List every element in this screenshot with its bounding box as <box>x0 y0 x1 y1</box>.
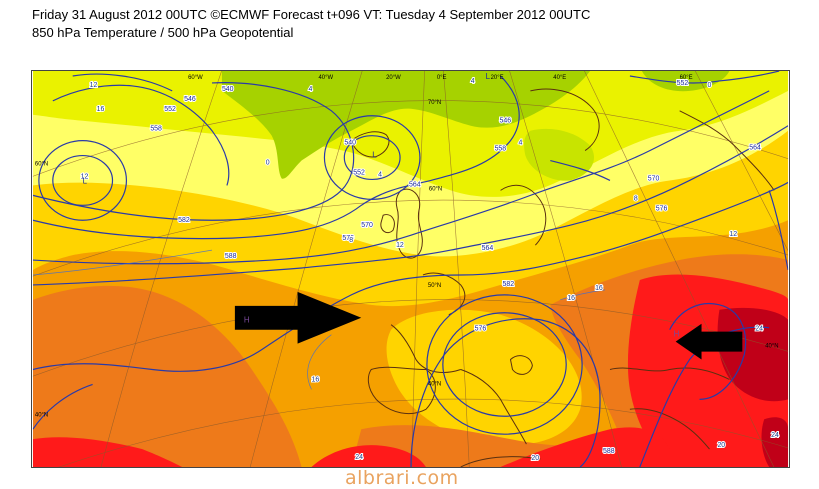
geopotential-label-20: 552 <box>353 169 365 176</box>
temperature-label-8: 4 <box>378 171 382 178</box>
geopotential-label-18: 558 <box>150 126 162 133</box>
longitude-label-3: 0°E <box>437 75 447 81</box>
pressure-marker-4: H <box>674 330 680 339</box>
temperature-label-6: 8 <box>634 195 638 202</box>
geopotential-label-2: 576 <box>342 235 354 242</box>
weather-map[interactable]: 60°W40°W20°W0°E20°E40°E60°E20°W0°E20°E 6… <box>31 70 790 468</box>
latitude-label-6: 50°N <box>428 283 441 289</box>
pressure-marker-0: L <box>83 176 88 185</box>
geopotential-label-4: 564 <box>409 181 421 188</box>
geopotential-label-0: 582 <box>178 217 190 224</box>
temperature-field-dark-red <box>717 307 789 402</box>
temperature-label-1: 12 <box>396 242 404 249</box>
temperature-label-7: 8 <box>349 237 353 244</box>
arrow-right-icon <box>234 291 362 344</box>
temperature-label-9: 4 <box>518 140 522 147</box>
pressure-marker-1: L <box>372 151 377 160</box>
temperature-field-dark-orange-west <box>32 285 302 467</box>
temperature-labels: 12 12 16 16 16 12 8 8 4 4 0 0 4 4 20 24 24 20 24 12 16 <box>80 77 780 463</box>
geopotential-label-17: 552 <box>164 106 176 113</box>
temperature-label-11: 0 <box>708 82 712 89</box>
geopotential-label-10: 576 <box>656 205 668 212</box>
longitude-labels: 60°W40°W20°W0°E20°E40°E60°E20°W0°E20°E <box>188 75 693 81</box>
temperature-label-17: 20 <box>717 442 725 449</box>
temperature-field-red-southwest <box>32 437 183 467</box>
latitude-label-0: 60°N <box>35 162 48 168</box>
temperature-label-3: 16 <box>567 295 575 302</box>
temperature-label-20: 16 <box>97 106 105 113</box>
temperature-label-4: 16 <box>595 285 603 292</box>
latitude-label-1: 40°N <box>35 412 48 418</box>
temperature-field-red-south <box>500 427 670 467</box>
longitude-label-2: 20°W <box>386 75 401 81</box>
temperature-field-cold-green <box>221 71 591 179</box>
temperature-contours <box>32 249 606 390</box>
geopotential-label-6: 582 <box>503 281 515 288</box>
temperature-label-18: 24 <box>771 432 779 439</box>
watermark: albrari.com <box>345 467 459 489</box>
temperature-label-12: 4 <box>471 78 475 85</box>
longitude-label-1: 40°W <box>318 75 333 81</box>
temperature-label-14: 20 <box>531 455 539 462</box>
temperature-label-10: 0 <box>266 160 270 167</box>
arrow-left-icon <box>675 323 743 360</box>
longitude-label-6: 60°E <box>680 75 693 81</box>
temperature-label-2: 16 <box>312 376 320 383</box>
geopotential-label-15: 540 <box>222 86 234 93</box>
chart-subtitle: 850 hPa Temperature / 500 hPa Geopotenti… <box>32 25 294 40</box>
temperature-label-15: 24 <box>755 326 763 333</box>
temperature-field-red-central-south <box>311 445 426 467</box>
geopotential-label-13: 558 <box>495 146 507 153</box>
pressure-marker-3: H <box>244 316 250 325</box>
longitude-label-5: 40°E <box>553 75 566 81</box>
geopotential-label-8: 588 <box>603 448 615 455</box>
geopotential-label-9: 570 <box>648 175 660 182</box>
longitude-label-4: 20°E <box>491 75 504 81</box>
temperature-label-0: 12 <box>81 173 89 180</box>
latitude-label-4: 70°N <box>428 100 441 106</box>
temperature-field-warm-yellow-south <box>386 309 582 446</box>
geopotential-label-7: 576 <box>475 326 487 333</box>
geopotential-label-12: 552 <box>677 80 689 87</box>
latitude-label-5: 60°N <box>429 186 442 192</box>
longitude-label-0: 60°W <box>188 75 203 81</box>
temperature-label-19: 12 <box>90 82 98 89</box>
latitude-label-3: 40°N <box>765 344 778 350</box>
temperature-label-5: 12 <box>729 231 737 238</box>
coastlines <box>350 88 775 467</box>
geopotential-label-5: 564 <box>482 245 494 252</box>
geopotential-label-19: 540 <box>344 140 356 147</box>
geopotential-label-1: 588 <box>225 253 237 260</box>
chart-title: Friday 31 August 2012 00UTC ©ECMWF Forec… <box>32 7 591 22</box>
pressure-markers: L L L H H <box>83 72 680 339</box>
latitude-label-7: 40°N <box>428 381 441 387</box>
temperature-label-16: 24 <box>355 454 363 461</box>
geopotential-labels: 582 588 576 570 564 564 582 576 588 570 576 564 552 5… <box>149 79 762 456</box>
geopotential-label-3: 570 <box>361 222 373 229</box>
geopotential-contours <box>32 71 789 467</box>
geopotential-label-14: 546 <box>500 118 512 125</box>
temperature-label-13: 4 <box>309 86 313 93</box>
latitude-labels: 60°N40°N60°N40°N70°N60°N50°N40°N <box>35 100 779 418</box>
pressure-marker-2: L <box>486 72 491 81</box>
geopotential-label-16: 546 <box>184 96 196 103</box>
temperature-field-green-patch <box>641 71 730 92</box>
geopotential-label-11: 564 <box>749 145 761 152</box>
